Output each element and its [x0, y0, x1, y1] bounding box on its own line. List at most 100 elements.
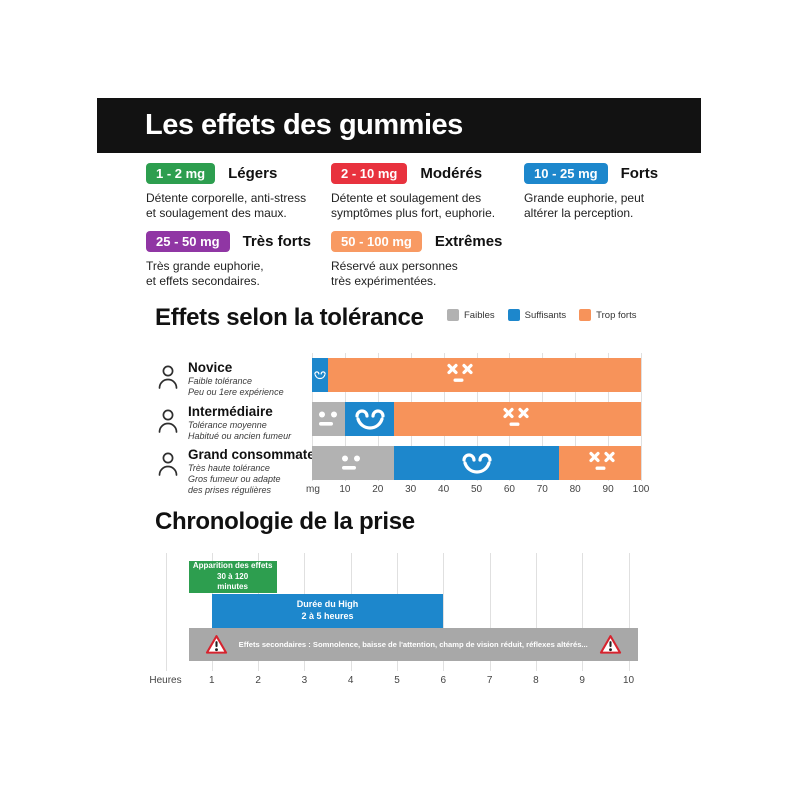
gridline [165, 553, 167, 671]
legend-label: Faibles [464, 309, 495, 321]
dosage-label: Modérés [420, 165, 483, 182]
dosage-card-extremes: 50 - 100 mg Extrêmes Réservé aux personn… [331, 231, 516, 288]
person-icon [158, 365, 178, 389]
gridline [535, 553, 537, 671]
dosage-label: Forts [620, 165, 659, 182]
axis-tick-label: Heures [149, 675, 182, 686]
gridline [377, 353, 379, 481]
gridline [443, 353, 445, 481]
dosage-badge: 50 - 100 mg [331, 231, 422, 252]
row-label-grand-consommateur: Grand consommateur Très haute tolérance … [157, 447, 328, 496]
dosage-badge: 10 - 25 mg [524, 163, 608, 184]
happy-face-icon [354, 409, 385, 430]
dosage-label: Extrêmes [434, 233, 503, 250]
timeline-bar-0: Apparition des effets 30 à 120 minutes [188, 561, 277, 593]
axis-tick-label: 30 [405, 484, 417, 495]
happy-face-icon [314, 371, 326, 380]
happy-small-face [313, 370, 328, 381]
bar-segment-trop_forts [328, 358, 641, 392]
axis-tick-label: 5 [394, 675, 400, 686]
suffisants-swatch [507, 309, 520, 321]
gridline [489, 553, 491, 671]
dosage-badge: 2 - 10 mg [331, 163, 408, 184]
dead-face-icon [447, 363, 473, 382]
timeline-bar-label: Effets secondaires : Somnolence, baisse … [238, 639, 588, 649]
timeline-bar-1: Durée du High 2 à 5 heures [211, 593, 444, 628]
axis-tick-label: 70 [536, 484, 548, 495]
tolerance-legend: Faibles Suffisants Trop forts [447, 309, 636, 321]
axis-tick-label: 20 [372, 484, 384, 495]
header-banner: Les effets des gummies [97, 98, 701, 153]
row-name: Novice [188, 360, 233, 375]
happy-face [351, 405, 389, 433]
legend-item-faibles: Faibles [447, 309, 495, 321]
dosage-card-tres-forts: 25 - 50 mg Très forts Très grande euphor… [146, 231, 331, 288]
bar-segment-suffisants [394, 446, 559, 480]
warning-icon [205, 634, 227, 654]
dosage-description: Grande euphorie, peut altérer la percept… [524, 191, 645, 220]
axis-tick-label: 3 [301, 675, 308, 686]
axis-tick-label: 50 [470, 484, 483, 495]
row-name: Grand consommateur [188, 447, 329, 462]
row-label-novice: Novice Faible tolérance Peu ou 1ere expé… [157, 360, 284, 398]
row-label-intermediaire: Intermédiaire Tolérance moyenne Habitué … [157, 404, 291, 442]
axis-tick-label: 10 [622, 675, 635, 686]
gridline [575, 353, 577, 481]
dosage-label: Très forts [242, 233, 311, 250]
gridline [476, 353, 478, 481]
gridline [397, 553, 398, 671]
timeline-bar-2: Effets secondaires : Somnolence, baisse … [188, 627, 638, 661]
faibles-swatch [447, 309, 459, 321]
axis-tick-label: 9 [579, 675, 585, 686]
gridline [344, 353, 346, 481]
happy-face [458, 449, 496, 477]
axis-tick-label: 40 [438, 484, 450, 495]
axis-tick-label: 2 [255, 675, 261, 686]
dead-face [586, 451, 618, 475]
gridline [350, 553, 352, 671]
gridline [443, 553, 445, 671]
neutral-face [314, 408, 342, 430]
gridline [641, 353, 642, 481]
gridline [608, 353, 610, 481]
dead-face [500, 407, 532, 431]
bar-segment-suffisants [312, 358, 329, 392]
row-subtitle: Tolérance moyenne Habitué ou ancien fume… [188, 420, 292, 441]
dosage-description: Très grande euphorie, et effets secondai… [146, 259, 264, 288]
gridline [211, 553, 213, 671]
dosage-description: Réservé aux personnes très expérimentées… [331, 259, 458, 288]
gridline [582, 553, 584, 671]
row-subtitle: Faible tolérance Peu ou 1ere expérience [188, 376, 284, 397]
happy-face-icon [461, 453, 492, 474]
gridline [628, 553, 630, 671]
bar-segment-faibles [312, 402, 345, 436]
dosage-card-forts: 10 - 25 mg Forts Grande euphorie, peut a… [524, 163, 709, 220]
dead-face-icon [503, 407, 529, 426]
page-title: Les effets des gummies [145, 109, 463, 141]
gridline [542, 353, 544, 481]
timeline-section-title: Chronologie de la prise [155, 508, 415, 535]
dosage-label: Légers [228, 165, 278, 182]
axis-tick-label: 100 [632, 484, 650, 495]
dead-face [444, 363, 476, 387]
person-icon [158, 452, 178, 476]
legend-label: Suffisants [524, 309, 567, 321]
neutral-face-icon [342, 455, 361, 470]
neutral-face-icon [319, 411, 338, 426]
tolerance-section-title: Effets selon la tolérance [155, 304, 424, 331]
legend-item-trop-forts: Trop forts [579, 309, 636, 321]
dosage-description: Détente et soulagement des symptômes plu… [331, 191, 496, 220]
row-subtitle: Très haute tolérance Gros fumeur ou adap… [188, 463, 281, 495]
axis-tick-label: 10 [339, 484, 351, 495]
axis-tick-label: 6 [440, 675, 447, 686]
dosage-badge: 25 - 50 mg [146, 231, 230, 252]
person-icon [158, 409, 178, 433]
axis-tick-label: 60 [503, 484, 515, 495]
axis-tick-label: 8 [533, 675, 539, 686]
gridline [410, 353, 412, 481]
warning-icon [599, 634, 621, 654]
axis-tick-label: 7 [486, 675, 493, 686]
legend-label: Trop forts [596, 309, 637, 321]
dosage-description: Détente corporelle, anti-stress et soula… [146, 191, 307, 220]
bar-segment-suffisants [344, 402, 395, 436]
